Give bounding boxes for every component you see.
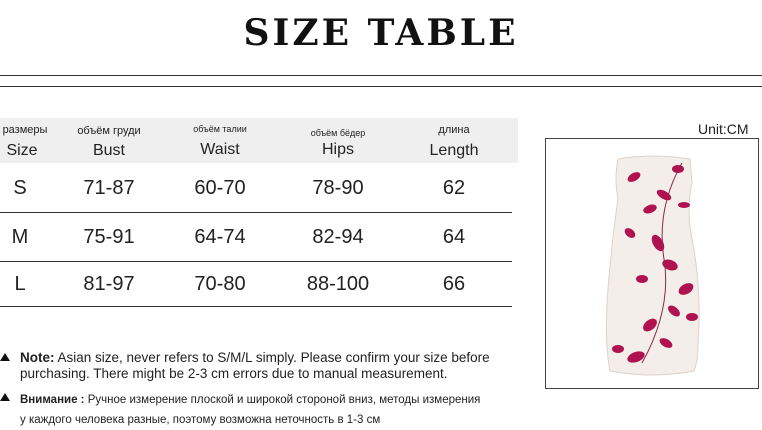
product-image bbox=[545, 138, 759, 389]
note-ru-line1: Ручное измерение плоской и широкой сторо… bbox=[87, 394, 481, 406]
header-size-ru: размеры bbox=[2, 124, 48, 136]
note-russian: Внимание : Ручное измерение плоской и ши… bbox=[20, 390, 540, 430]
bust-cell: 75-91 bbox=[83, 226, 135, 248]
length-cell: 66 bbox=[442, 273, 466, 295]
waist-cell: 60-70 bbox=[194, 177, 246, 199]
triangle-bullet-icon bbox=[0, 393, 10, 401]
size-cell: S bbox=[13, 177, 27, 199]
table-header bbox=[0, 118, 518, 163]
header-waist-ru: объём талии bbox=[193, 124, 247, 134]
row-divider bbox=[0, 306, 512, 307]
divider-top bbox=[0, 75, 762, 76]
header-size: Size bbox=[6, 142, 38, 159]
dress-illustration bbox=[605, 155, 700, 376]
header-length-ru: длина bbox=[438, 124, 470, 136]
header-hips-ru: объём бёдер bbox=[310, 128, 366, 138]
header-bust: Bust bbox=[92, 142, 125, 159]
row-divider bbox=[0, 261, 512, 262]
note-line1: Asian size, never refers to S/M/L simply… bbox=[57, 350, 490, 365]
hips-cell: 78-90 bbox=[312, 177, 364, 199]
bust-cell: 81-97 bbox=[83, 273, 135, 295]
hips-cell: 88-100 bbox=[306, 273, 370, 295]
leaf-pattern bbox=[612, 165, 698, 363]
header-hips: Hips bbox=[321, 141, 354, 158]
divider-bottom bbox=[0, 86, 762, 87]
stem bbox=[641, 162, 683, 364]
hips-cell: 82-94 bbox=[312, 226, 364, 248]
header-length: Length bbox=[429, 142, 479, 159]
dress-shape bbox=[605, 155, 700, 376]
length-cell: 62 bbox=[442, 177, 466, 199]
triangle-bullet-icon bbox=[0, 353, 10, 361]
waist-cell: 64-74 bbox=[194, 226, 246, 248]
header-waist: Waist bbox=[200, 141, 240, 158]
unit-label: Unit:CM bbox=[698, 121, 749, 137]
waist-cell: 70-80 bbox=[194, 273, 246, 295]
length-cell: 64 bbox=[442, 226, 466, 248]
bust-cell: 71-87 bbox=[83, 177, 135, 199]
size-cell: L bbox=[14, 273, 26, 295]
row-divider bbox=[0, 212, 512, 213]
note-line2: purchasing. There might be 2-3 cm errors… bbox=[20, 366, 448, 381]
page-title: SIZE TABLE bbox=[243, 12, 519, 54]
note-english: Note: Asian size, never refers to S/M/L … bbox=[20, 350, 530, 382]
note-label: Note: bbox=[20, 350, 55, 365]
note-label-ru: Внимание : bbox=[20, 394, 85, 406]
size-cell: M bbox=[11, 226, 29, 248]
note-ru-line2: у каждого человека разные, поэтому возмо… bbox=[20, 414, 381, 426]
header-bust-ru: объём груди bbox=[77, 125, 141, 137]
